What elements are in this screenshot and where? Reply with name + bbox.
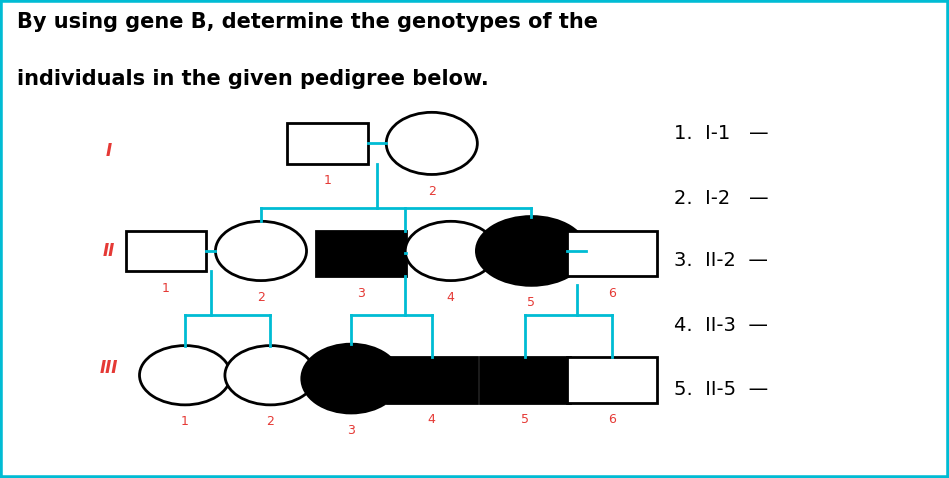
Text: II: II <box>103 242 115 260</box>
FancyBboxPatch shape <box>125 231 206 272</box>
FancyBboxPatch shape <box>568 231 657 276</box>
FancyBboxPatch shape <box>315 231 405 276</box>
Text: 5: 5 <box>528 296 535 309</box>
Text: 5: 5 <box>521 413 529 426</box>
Ellipse shape <box>302 344 400 413</box>
FancyBboxPatch shape <box>568 358 657 402</box>
Text: 3.  II-2  —: 3. II-2 — <box>674 251 768 270</box>
Text: 3: 3 <box>357 287 364 300</box>
Ellipse shape <box>215 221 307 281</box>
Text: 2.  I-2   —: 2. I-2 — <box>674 189 769 208</box>
Ellipse shape <box>140 346 231 405</box>
FancyBboxPatch shape <box>387 358 477 402</box>
Ellipse shape <box>405 221 496 281</box>
Text: 1.  I-1   —: 1. I-1 — <box>674 124 769 143</box>
Text: I: I <box>106 141 112 160</box>
Text: 4: 4 <box>428 413 436 426</box>
Text: 6: 6 <box>608 413 616 426</box>
Text: 2: 2 <box>428 185 436 198</box>
FancyBboxPatch shape <box>480 358 569 402</box>
Text: III: III <box>100 359 119 377</box>
Text: 2: 2 <box>257 291 265 304</box>
Ellipse shape <box>386 112 477 174</box>
Text: 4.  II-3  —: 4. II-3 — <box>674 315 768 335</box>
Text: 6: 6 <box>608 287 616 300</box>
Text: 1: 1 <box>162 282 170 295</box>
Text: 2: 2 <box>267 415 274 428</box>
Text: 5.  II-5  —: 5. II-5 — <box>674 380 768 399</box>
Text: By using gene B, determine the genotypes of the: By using gene B, determine the genotypes… <box>17 12 598 32</box>
Text: 1: 1 <box>181 415 189 428</box>
Text: individuals in the given pedigree below.: individuals in the given pedigree below. <box>17 69 489 89</box>
Text: 1: 1 <box>324 174 331 187</box>
Text: 3: 3 <box>347 424 355 436</box>
Text: 4: 4 <box>447 291 455 304</box>
FancyBboxPatch shape <box>287 123 368 164</box>
Ellipse shape <box>476 217 586 285</box>
Ellipse shape <box>225 346 316 405</box>
